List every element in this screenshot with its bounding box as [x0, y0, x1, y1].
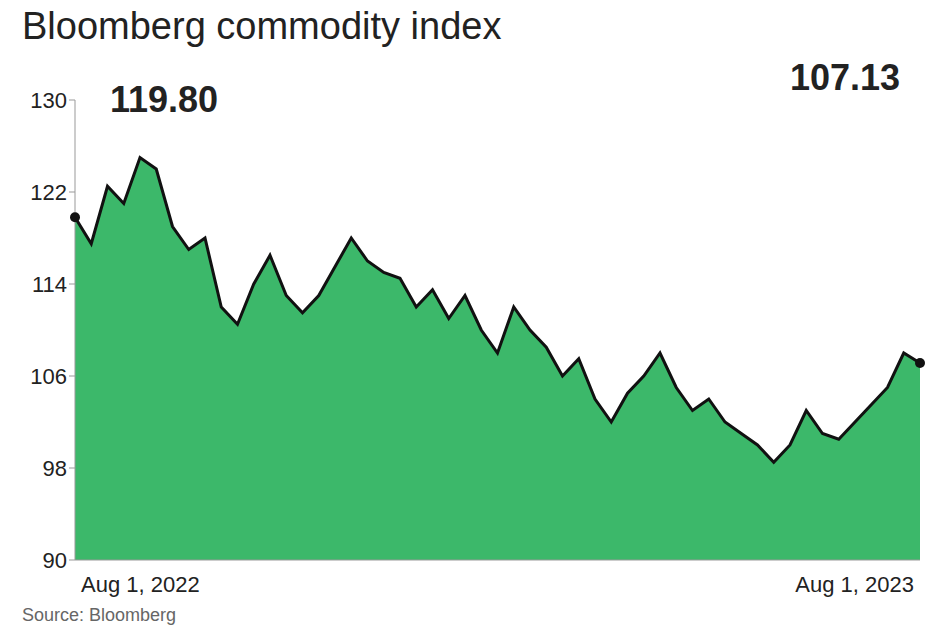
html-text:Bloomberg commodity index: Bloomberg commodity index: [22, 5, 502, 47]
svg-text:Aug 1, 2022: Aug 1, 2022: [81, 572, 200, 597]
svg-text:98: 98: [43, 456, 67, 481]
svg-text:119.80: 119.80: [110, 79, 218, 120]
svg-text:Aug 1, 2023: Aug 1, 2023: [795, 572, 914, 597]
svg-text:122: 122: [30, 180, 67, 205]
svg-text:107.13: 107.13: [790, 57, 900, 98]
html-text:Source: Bloomberg: Source: Bloomberg: [22, 605, 177, 625]
svg-text:90: 90: [43, 548, 67, 573]
svg-text:130: 130: [30, 88, 67, 113]
svg-text:114: 114: [32, 272, 67, 297]
svg-text:106: 106: [30, 364, 67, 389]
